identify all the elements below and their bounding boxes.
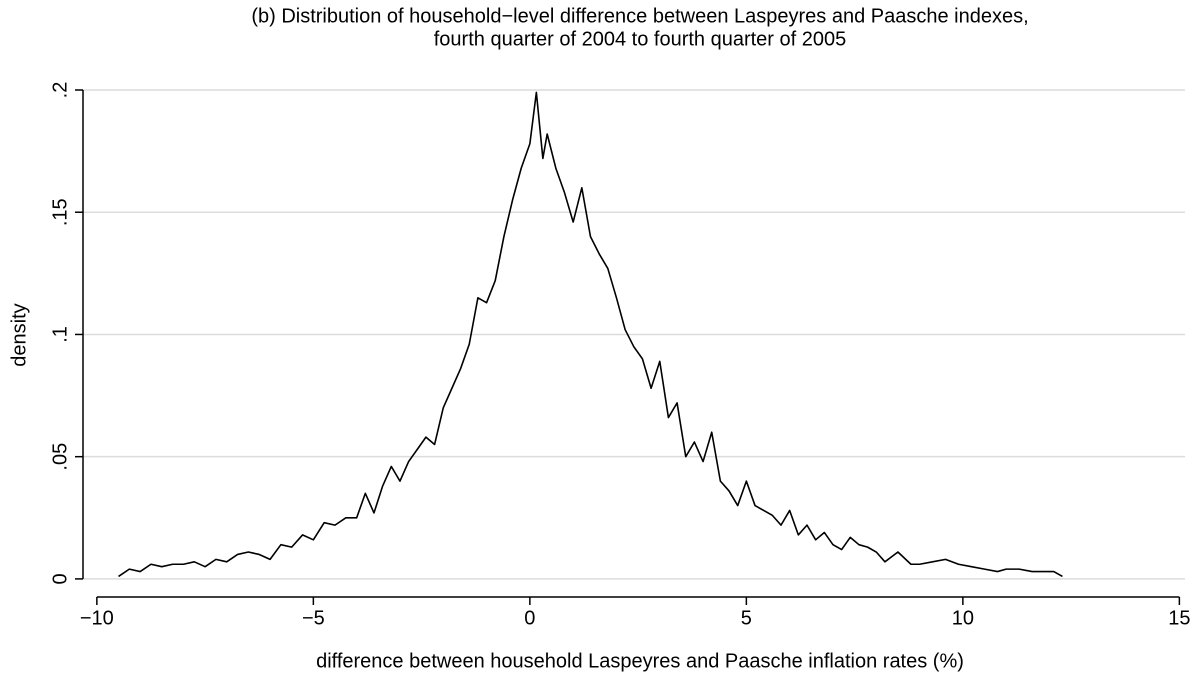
chart-title: fourth quarter of 2004 to fourth quarter… — [434, 28, 847, 50]
x-tick-label: −10 — [80, 607, 114, 629]
x-tick-label: 5 — [741, 607, 752, 629]
chart-title: (b) Distribution of household−level diff… — [251, 5, 1028, 27]
x-tick-label: 10 — [952, 607, 974, 629]
y-tick-label: .05 — [49, 443, 71, 471]
density-line — [118, 91, 1063, 578]
y-tick-label: .2 — [49, 82, 71, 99]
x-tick-label: 0 — [524, 607, 535, 629]
x-tick-label: 15 — [1168, 607, 1190, 629]
y-tick-label: 0 — [49, 573, 71, 584]
x-axis-label: difference between household Laspeyres a… — [316, 650, 964, 672]
x-tick-label: −5 — [302, 607, 325, 629]
y-tick-label: .1 — [49, 326, 71, 343]
y-axis-label: density — [8, 303, 30, 366]
y-tick-label: .15 — [49, 198, 71, 226]
